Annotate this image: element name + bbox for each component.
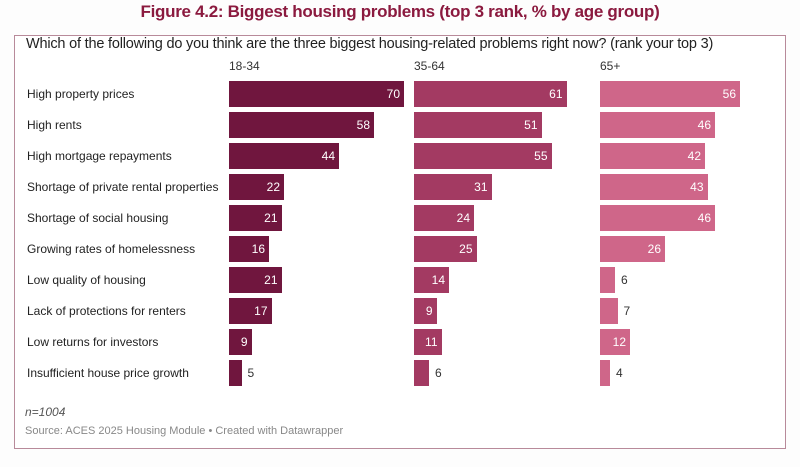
bar [414,143,552,169]
data-label: 21 [264,211,278,225]
bar [600,236,665,262]
bar [600,267,615,293]
data-label: 55 [534,149,548,163]
bar [414,81,567,107]
data-label: 14 [431,273,445,287]
column-header: 18-34 [229,59,260,73]
bar [414,236,477,262]
category-label: Low returns for investors [27,335,159,349]
data-label: 51 [524,118,538,132]
column-header: 65+ [600,59,621,73]
bar [229,298,272,324]
data-label: 58 [356,118,370,132]
data-label: 11 [425,335,438,349]
bar [229,360,242,386]
bar [229,112,374,138]
data-label: 70 [386,87,400,101]
bar [600,112,715,138]
category-label: High rents [27,118,82,132]
bar [229,329,252,355]
data-label: 4 [616,366,623,380]
bar [600,143,705,169]
data-label: 25 [459,242,473,256]
source-note: Source: ACES 2025 Housing Module • Creat… [25,425,344,437]
bar [600,81,740,107]
category-label: Low quality of housing [27,273,146,287]
category-label: High property prices [27,87,135,101]
data-label: 44 [321,149,335,163]
category-label: Shortage of private rental properties [27,180,219,194]
data-label: 61 [549,87,563,101]
data-label: 9 [240,335,248,349]
data-label: 26 [647,242,661,256]
column-header: 35-64 [414,59,445,73]
bar [229,143,339,169]
data-label: 31 [474,180,488,194]
bar [229,205,282,231]
bar [600,205,715,231]
bar [229,81,404,107]
data-label: 21 [264,273,278,287]
bar [600,329,630,355]
data-label: 42 [687,149,701,163]
data-label: 43 [690,180,704,194]
category-label: Shortage of social housing [27,211,169,225]
data-label: 9 [425,304,433,318]
bar [229,174,284,200]
bar [414,112,542,138]
data-label: 46 [697,211,711,225]
bar [229,236,269,262]
chart-question: Which of the following do you think are … [26,36,714,52]
bar [414,267,449,293]
bar [414,329,442,355]
data-label: 6 [435,366,442,380]
data-label: 6 [621,273,628,287]
category-label: High mortgage repayments [27,149,172,163]
data-label: 7 [623,304,631,318]
data-label: 24 [456,211,470,225]
bar [414,174,492,200]
category-label: Lack of protections for renters [27,304,186,318]
chart-title: Figure 4.2: Biggest housing problems (to… [140,2,660,21]
bar [600,360,610,386]
category-label: Insufficient house price growth [27,366,189,380]
sample-size-note: n=1004 [25,405,66,419]
data-label: 5 [247,366,255,380]
bar [414,205,474,231]
bar [414,360,429,386]
data-label: 56 [722,87,736,101]
bar [600,174,708,200]
data-label: 46 [697,118,711,132]
bar [600,298,618,324]
category-label: Growing rates of homelessness [27,242,196,256]
data-label: 22 [266,180,280,194]
bar [414,298,437,324]
bar [229,267,282,293]
data-label: 16 [251,242,265,256]
data-label: 12 [612,335,626,349]
data-label: 17 [254,304,268,318]
